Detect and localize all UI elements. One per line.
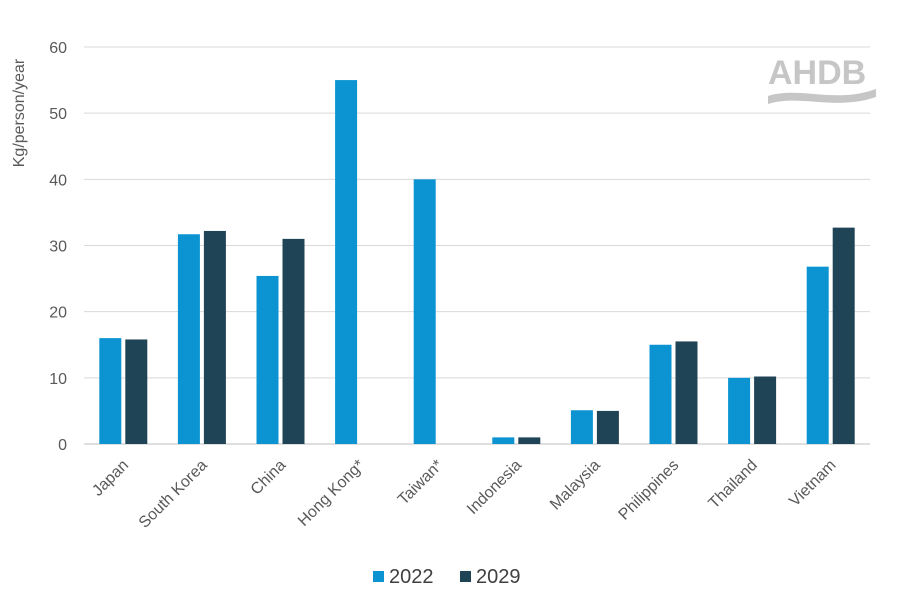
ahdb-logo: AHDB — [768, 54, 876, 104]
x-tick-label: Philippines — [616, 457, 683, 524]
bar-2029-china — [282, 238, 305, 444]
bar-2022-indonesia — [492, 437, 515, 444]
bar-2022-philippines — [649, 344, 672, 444]
y-tick-label: 0 — [58, 437, 67, 454]
bar-2029-japan — [125, 339, 148, 444]
bar-2022-vietnam — [806, 266, 829, 444]
x-tick-label: Indonesia — [464, 457, 525, 518]
bar-2029-south-korea — [203, 230, 226, 444]
x-tick-label: Japan — [89, 457, 132, 500]
x-tick-label: China — [248, 457, 290, 499]
y-axis-ticks: 0 10 20 30 40 50 60 — [49, 40, 67, 454]
bar-2029-philippines — [675, 341, 698, 444]
logo-text: AHDB — [768, 54, 866, 92]
bar-2022-taiwan — [413, 179, 436, 445]
bar-2029-vietnam — [832, 227, 855, 444]
bar-2022-south-korea — [177, 234, 200, 444]
gridlines — [84, 46, 870, 445]
bar-2022-japan — [99, 338, 122, 444]
x-tick-label: Taiwan* — [395, 457, 447, 509]
bar-2029-indonesia — [518, 437, 541, 444]
legend-label-2029: 2029 — [476, 566, 521, 588]
x-tick-label: South Korea — [136, 457, 211, 532]
bar-2029-malaysia — [596, 410, 619, 444]
legend: 2022 2029 — [373, 566, 521, 588]
legend-swatch-2022 — [373, 571, 384, 582]
y-axis-label: Kg/person/year — [11, 58, 28, 167]
x-tick-label: Hong Kong* — [295, 457, 368, 530]
logo-wave — [768, 89, 876, 104]
bar-2022-china — [256, 275, 279, 444]
bar-2022-thailand — [728, 377, 751, 444]
legend-swatch-2029 — [460, 571, 471, 582]
y-tick-label: 20 — [49, 305, 67, 322]
bar-2029-thailand — [754, 376, 777, 444]
x-tick-label: Malaysia — [547, 457, 604, 514]
x-tick-label: Vietnam — [786, 457, 839, 510]
y-tick-label: 40 — [49, 172, 67, 189]
bar-2022-hong-kong — [335, 80, 358, 444]
x-axis-categories: Japan South Korea China Hong Kong* Taiwan* In… — [89, 457, 839, 532]
bars — [99, 80, 855, 445]
y-tick-label: 50 — [49, 106, 67, 123]
legend-label-2022: 2022 — [389, 566, 434, 588]
bar-2022-malaysia — [570, 410, 593, 444]
y-tick-label: 60 — [49, 40, 67, 57]
y-tick-label: 10 — [49, 371, 67, 388]
y-tick-label: 30 — [49, 239, 67, 256]
x-tick-label: Thailand — [706, 457, 761, 512]
